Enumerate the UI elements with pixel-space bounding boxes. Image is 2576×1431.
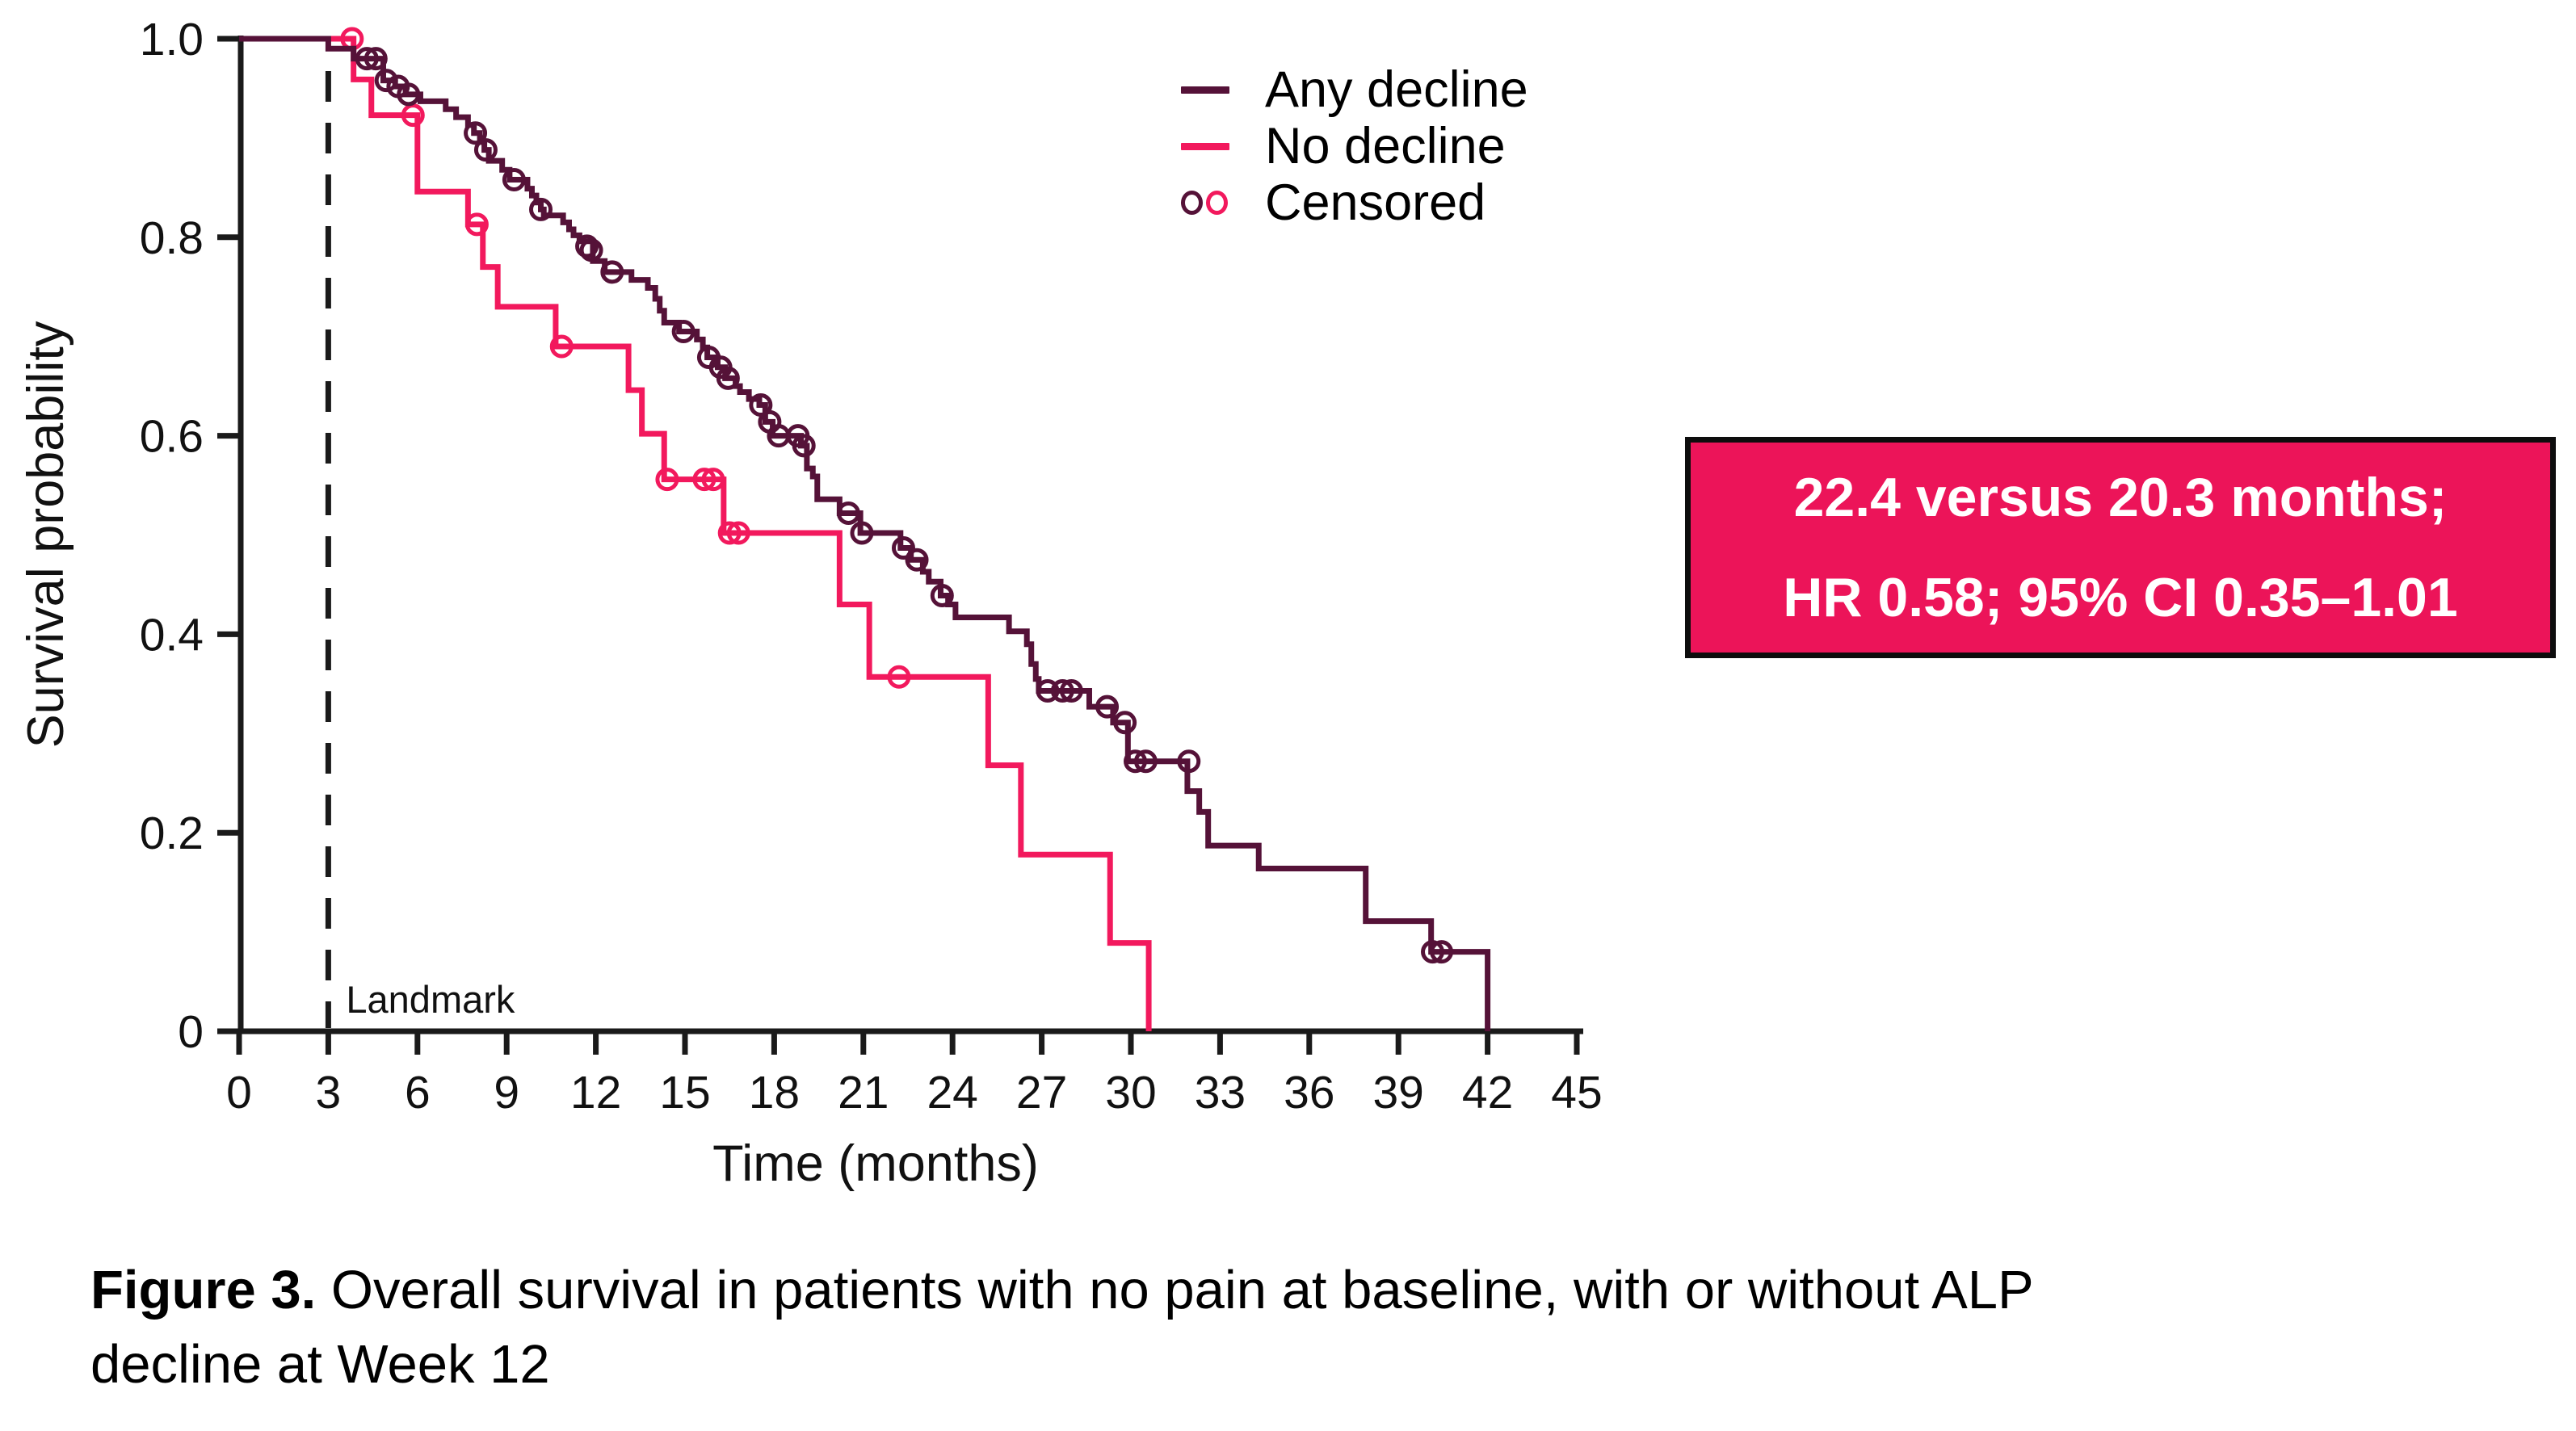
censor-marker [836,501,860,525]
median-comparison-text: 22.4 versus 20.3 months; [1793,467,2448,528]
series-any-decline [239,36,1491,1031]
y-tick-label: 1.0 [140,14,204,65]
x-tick-label: 33 [1195,1067,1246,1118]
y-tick-label: 0.6 [140,411,204,463]
legend-label: Censored [1265,174,1486,231]
censor-marker [1059,678,1083,703]
censor-marker [1124,749,1148,774]
hazard-ratio-text: HR 0.58; 95% CI 0.35–1.01 [1783,567,2458,628]
line-swatch-icon [1181,142,1229,150]
censor-marker [701,468,725,492]
x-tick-label: 6 [405,1067,431,1118]
chart-legend: Any decline No decline Censored [1181,61,1528,231]
any-decline-line-swatch [1181,86,1252,94]
censor-marker [401,103,425,128]
x-tick-label: 36 [1284,1067,1334,1118]
censor-marker [1036,678,1060,703]
censor-marker [1095,695,1120,719]
censor-marker [397,82,421,107]
censor-marker [792,434,816,458]
y-tick-label: 0.8 [140,212,204,264]
censor-marker [716,366,740,390]
censor-marker [726,521,750,545]
censor-marker [1050,678,1074,703]
censor-marker [1430,940,1454,964]
x-tick-label: 9 [494,1067,519,1118]
landmark-label: Landmark [346,978,515,1021]
y-axis-title: Survival probability [18,321,74,748]
figure-caption: Figure 3. Overall survival in patients w… [90,1253,2070,1402]
x-tick-label: 27 [1016,1067,1067,1118]
censored-rings-swatch [1181,191,1252,215]
figure-caption-label: Figure 3. [90,1260,317,1320]
x-tick-label: 21 [838,1067,889,1118]
censor-marker [579,238,603,262]
censor-marker [355,47,379,71]
censor-marker [891,535,915,560]
x-tick-label: 30 [1105,1067,1156,1118]
censor-ring-icon [1206,191,1228,215]
censor-marker [850,521,874,545]
x-tick-label: 24 [927,1067,977,1118]
x-tick-label: 12 [570,1067,621,1118]
series-no-decline [239,27,1152,1031]
x-tick-label: 39 [1372,1067,1423,1118]
censor-marker [363,47,388,71]
axes: 0 3 6 9 12 15 18 21 24 27 30 33 36 39 42 4500.20.40.60.… [18,14,1603,1192]
x-tick-label: 18 [749,1067,800,1118]
x-tick-label: 3 [316,1067,342,1118]
y-tick-label: 0.2 [140,808,204,859]
result-annotation-box: 22.4 versus 20.3 months; HR 0.58; 95% CI… [1685,437,2556,658]
no-decline-line-swatch [1181,142,1252,150]
x-axis-title: Time (months) [712,1135,1039,1192]
landmark-marker: Landmark [325,71,515,1028]
censor-marker [575,234,599,258]
x-tick-label: 0 [226,1067,252,1118]
legend-item-no-decline: No decline [1181,118,1528,174]
legend-item-censored: Censored [1181,174,1528,231]
figure-caption-line2: decline at Week 12 [90,1334,550,1395]
y-tick-label: 0.4 [140,609,204,661]
x-tick-label: 42 [1462,1067,1513,1118]
censor-marker [464,212,489,237]
y-tick-label: 0 [178,1006,204,1058]
censor-marker [930,583,954,607]
censor-marker [717,521,742,545]
legend-label: No decline [1265,117,1506,174]
line-swatch-icon [1181,86,1229,94]
censor-marker [600,260,624,284]
survival-curve-no-decline [239,36,1152,1031]
censor-marker [549,334,574,359]
legend-item-any-decline: Any decline [1181,61,1528,118]
censor-marker [473,138,498,162]
censor-marker [655,468,679,492]
censor-marker [529,197,553,221]
figure-caption-line1: Overall survival in patients with no pai… [316,1260,2034,1320]
censor-marker [905,548,929,572]
censor-marker [1177,749,1201,774]
censor-marker [887,665,911,689]
censor-ring-icon [1181,191,1203,215]
censor-marker [464,121,488,145]
censor-marker [1113,711,1137,735]
censor-marker [1133,749,1158,774]
censor-marker [671,320,695,344]
censor-marker [692,468,716,492]
x-tick-label: 15 [659,1067,710,1118]
censor-marker [502,168,526,192]
legend-label: Any decline [1265,61,1528,118]
censor-marker [374,69,398,93]
censor-marker [1421,940,1445,964]
x-tick-label: 45 [1551,1067,1602,1118]
